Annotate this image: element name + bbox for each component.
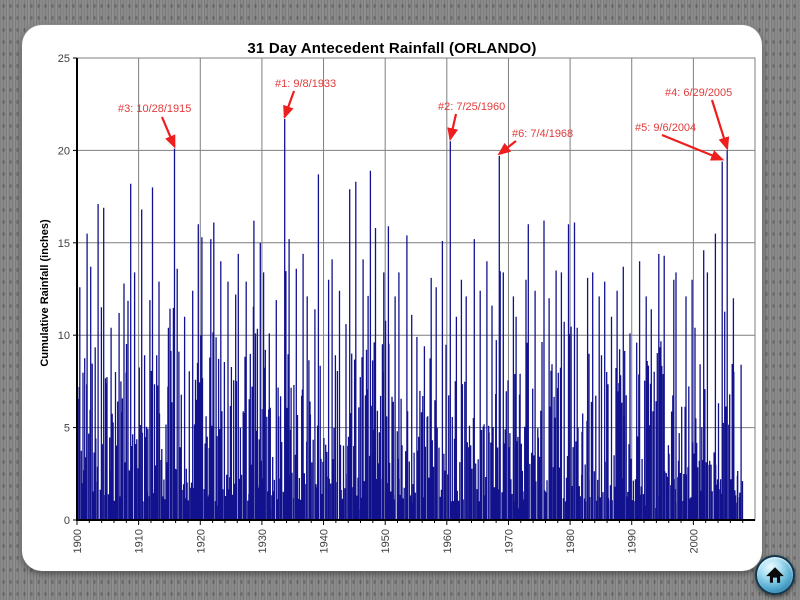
rainfall-chart: 0 5 10 15 20 25 1900 1910 1920 1930 1940 1950 1960 19… — [58, 53, 756, 553]
x-tick-label: 2000 — [688, 529, 700, 553]
x-tick-label: 1970 — [503, 529, 515, 553]
y-tick-label: 5 — [64, 423, 70, 435]
plot-area — [77, 58, 755, 520]
x-tick-label: 1980 — [565, 529, 577, 553]
annotation-label: #2: 7/25/1960 — [438, 101, 505, 113]
x-tick-label: 1950 — [380, 529, 392, 553]
annotation-arrow — [710, 99, 730, 151]
y-tick-label: 10 — [58, 330, 70, 342]
slide: 31 Day Antecedent Rainfall (ORLANDO) Cum… — [22, 25, 762, 571]
home-icon — [766, 567, 784, 583]
annotation-label: #6: 7/4/1968 — [512, 128, 573, 140]
y-tick-label: 25 — [58, 53, 70, 65]
y-tick-label: 20 — [58, 145, 70, 157]
annotation-arrow — [160, 116, 176, 149]
x-tick-label: 1910 — [134, 529, 146, 553]
x-tick-label: 1990 — [627, 529, 639, 553]
annotation-label: #5: 9/6/2004 — [635, 122, 696, 134]
annotation-arrow — [661, 133, 725, 161]
x-tick-label: 1920 — [195, 529, 207, 553]
annotation-arrow — [283, 90, 296, 120]
x-tick-label: 1900 — [72, 529, 84, 553]
annotation-arrow — [447, 113, 459, 142]
y-tick-label: 0 — [64, 515, 70, 527]
annotation-label: #3: 10/28/1915 — [118, 103, 191, 115]
page-title: 31 Day Antecedent Rainfall (ORLANDO) — [247, 40, 537, 57]
x-tick-label: 1940 — [319, 529, 331, 553]
y-tick-label: 15 — [58, 238, 70, 250]
annotation-label: #4: 6/29/2005 — [665, 87, 732, 99]
home-button[interactable] — [755, 555, 795, 595]
x-tick-label: 1930 — [257, 529, 269, 553]
annotation-arrow — [497, 140, 517, 156]
annotation-label: #1: 9/8/1933 — [275, 78, 336, 90]
x-tick-label: 1960 — [442, 529, 454, 553]
